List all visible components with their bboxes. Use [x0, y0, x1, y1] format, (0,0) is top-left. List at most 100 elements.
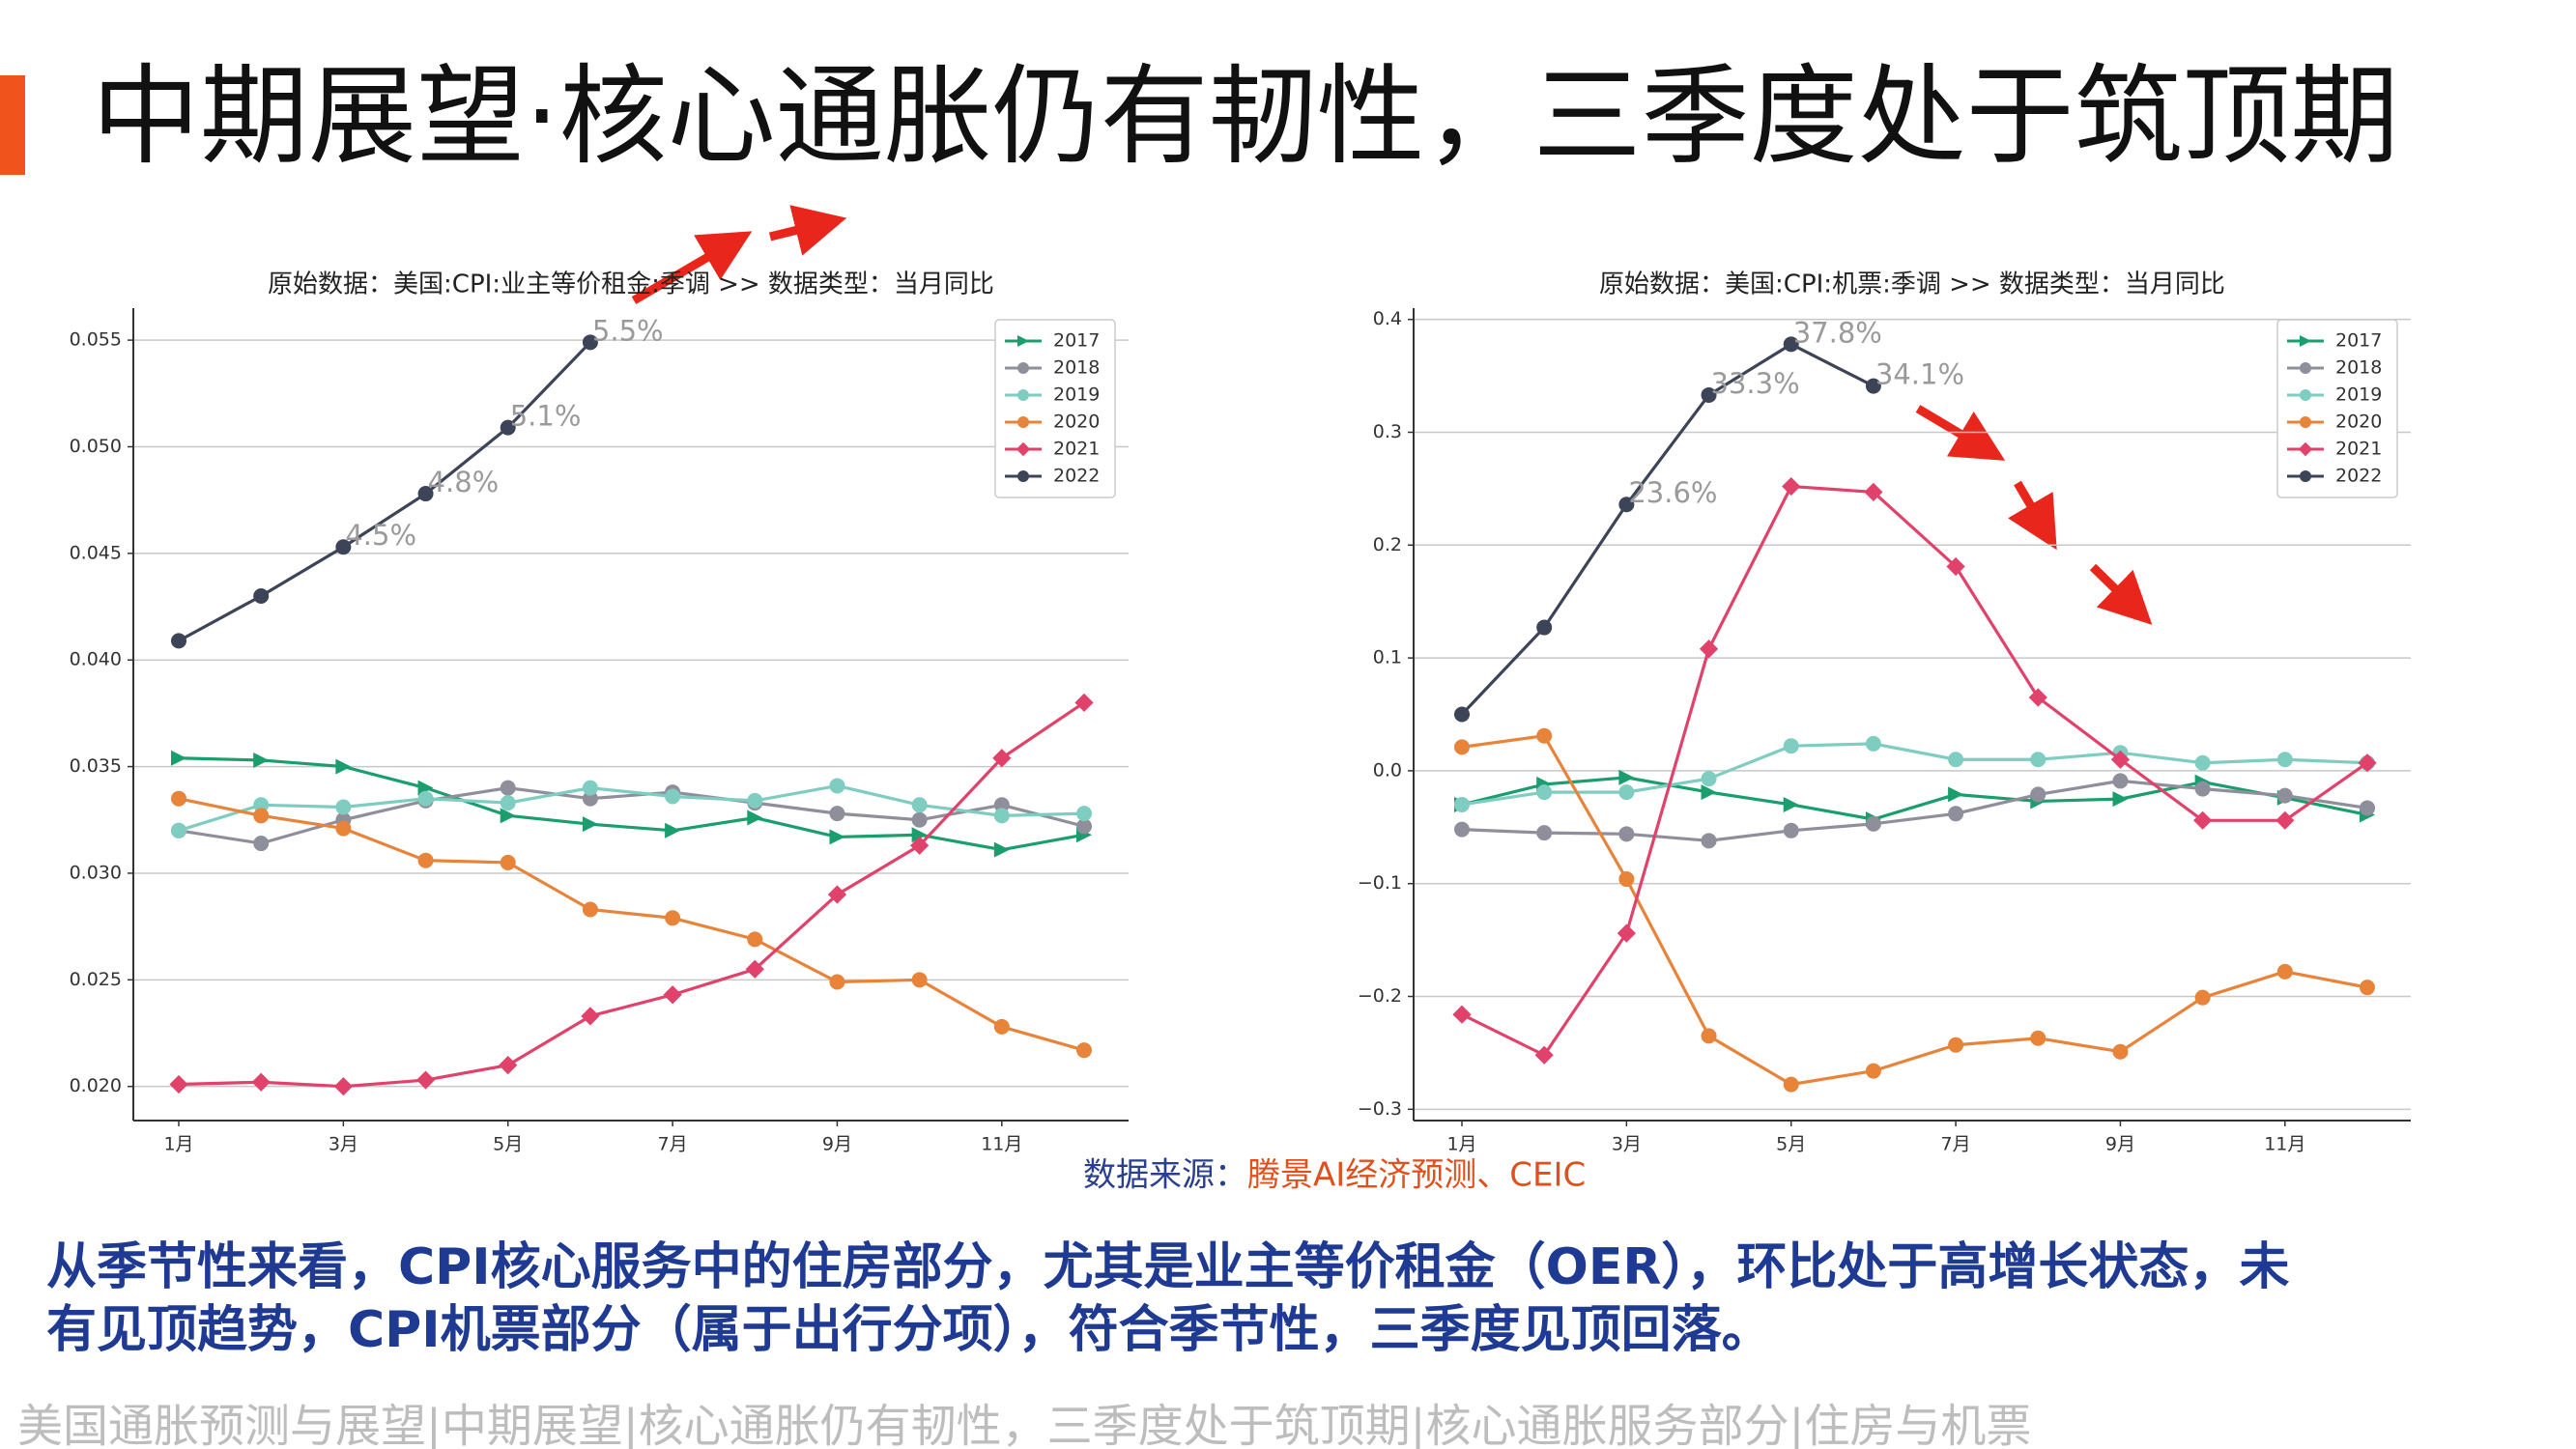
y-tick-label: 0.045 — [70, 542, 122, 563]
marker — [251, 1072, 271, 1092]
marker — [2194, 754, 2211, 771]
x-tick-label: 1月 — [163, 1134, 193, 1155]
marker — [829, 829, 845, 845]
legend-label: 2018 — [1053, 357, 1100, 379]
marker — [1864, 482, 1883, 501]
x-tick-label: 1月 — [1446, 1134, 1476, 1155]
marker — [1618, 497, 1635, 513]
marker — [1074, 693, 1094, 712]
marker — [911, 972, 928, 988]
x-tick-label: 9月 — [822, 1134, 852, 1155]
marker — [1618, 826, 1635, 842]
marker — [253, 797, 270, 813]
legend-label: 2022 — [1053, 466, 1100, 487]
x-tick-label: 5月 — [1776, 1134, 1806, 1155]
x-tick-label: 11月 — [2264, 1134, 2305, 1155]
chart-title: 原始数据：美国:CPI:机票:季调 >> 数据类型：当月同比 — [1599, 270, 2225, 299]
value-label: 23.6% — [1628, 476, 1717, 509]
marker — [1699, 639, 1719, 659]
marker — [910, 836, 930, 855]
marker — [1617, 923, 1636, 943]
y-tick-label: 0.030 — [70, 862, 122, 883]
series — [171, 778, 1092, 838]
y-tick-label: 0.050 — [70, 436, 122, 457]
marker — [253, 587, 270, 604]
marker — [665, 822, 681, 838]
series — [169, 693, 1094, 1096]
marker — [1865, 735, 1881, 752]
marker — [1076, 818, 1092, 835]
marker — [1783, 822, 1799, 838]
marker — [335, 820, 352, 837]
line — [178, 756, 1085, 852]
y-tick-label: 0.055 — [70, 329, 122, 351]
legend-label: 2021 — [1053, 439, 1100, 460]
marker — [993, 797, 1010, 813]
marker — [2360, 980, 2375, 996]
marker — [2194, 989, 2211, 1006]
value-label: 5.1% — [510, 400, 582, 433]
marker — [499, 1056, 518, 1075]
marker — [1865, 378, 1881, 394]
marker — [417, 790, 434, 807]
x-tick-label: 3月 — [1612, 1134, 1642, 1155]
marker — [747, 810, 763, 826]
marker — [500, 808, 516, 824]
marker — [993, 841, 1010, 858]
marker — [171, 633, 186, 649]
marker — [582, 780, 598, 796]
marker — [829, 974, 845, 990]
line — [1461, 733, 2368, 1087]
y-tick-label: −0.2 — [1358, 985, 1402, 1007]
legend-label: 2020 — [1053, 412, 1100, 433]
marker — [1618, 871, 1635, 888]
marker — [911, 811, 928, 828]
legend-label: 2017 — [1053, 330, 1100, 352]
marker — [911, 797, 928, 813]
marker — [829, 778, 845, 794]
slide-title: 中期展望·核心通胀仍有韧性，三季度处于筑顶期 — [92, 54, 2399, 180]
marker — [1454, 739, 1470, 755]
marker — [335, 799, 352, 815]
footer: 美国通胀预测与展望|中期展望|核心通胀仍有韧性，三季度处于筑顶期|核心通胀服务部… — [17, 1401, 2031, 1449]
y-tick-label: 0.020 — [70, 1075, 122, 1096]
marker — [1076, 806, 1092, 822]
marker — [417, 486, 434, 502]
value-label: 37.8% — [1793, 316, 1882, 349]
marker — [665, 788, 681, 805]
line — [178, 783, 1085, 833]
marker — [745, 959, 764, 979]
marker — [1701, 833, 1717, 849]
series — [1454, 727, 2375, 1093]
marker — [1782, 476, 1801, 497]
marker — [1701, 386, 1717, 403]
marker — [1017, 362, 1029, 374]
marker — [2300, 362, 2311, 374]
marker — [1865, 815, 1881, 832]
marker — [747, 931, 763, 948]
marker — [171, 750, 186, 766]
y-tick-label: 0.025 — [70, 969, 122, 990]
series — [1452, 476, 2377, 1065]
marker — [415, 1070, 436, 1090]
marker — [1017, 389, 1029, 401]
series — [1454, 735, 2375, 812]
marker — [500, 854, 516, 870]
marker — [992, 749, 1012, 768]
marker — [2360, 800, 2375, 816]
marker — [582, 816, 598, 833]
marker — [171, 822, 186, 838]
x-tick-label: 3月 — [329, 1134, 358, 1155]
marker — [2298, 441, 2313, 457]
y-tick-label: 0.040 — [70, 649, 122, 670]
marker — [333, 1077, 353, 1096]
line — [1461, 742, 2368, 807]
marker — [829, 806, 845, 822]
marker — [335, 539, 352, 555]
y-tick-label: 0.2 — [1373, 534, 1402, 555]
marker — [2194, 781, 2211, 797]
marker — [1783, 796, 1799, 812]
value-label: 33.3% — [1711, 367, 1800, 400]
legend-label: 2021 — [2335, 439, 2382, 460]
line — [178, 701, 1085, 1089]
